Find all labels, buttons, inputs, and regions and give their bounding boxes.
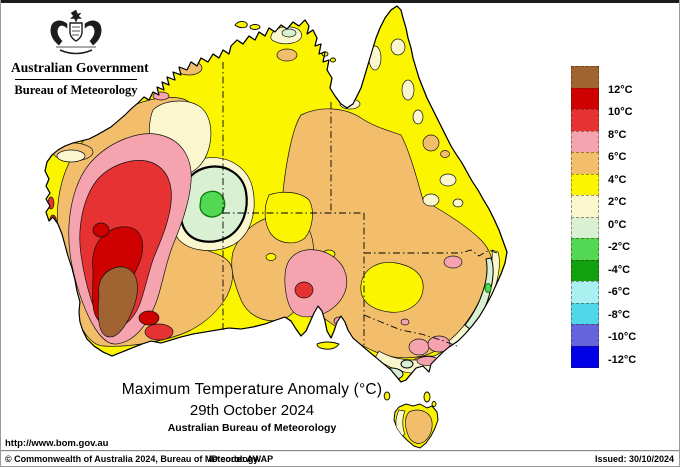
region-pink-sa — [284, 249, 348, 318]
map-date: 29th October 2024 — [189, 402, 315, 419]
bom-url[interactable]: http://www.bom.gov.au — [5, 438, 109, 449]
region-orange-qld-coast2 — [440, 150, 450, 158]
king-island — [383, 391, 391, 401]
legend-label: 2°C — [608, 196, 627, 208]
legend-swatch — [571, 195, 599, 218]
issued-text: Issued: 30/10/2024 — [594, 454, 674, 464]
coat-of-arms — [50, 9, 102, 55]
region-green-wa-core — [199, 190, 226, 218]
crest-scroll — [59, 49, 93, 55]
legend-label: -2°C — [608, 241, 631, 253]
anomaly-regions — [47, 26, 500, 444]
header-crest-block: Australian Government Bureau of Meteorol… — [11, 6, 149, 98]
legend-swatch — [571, 152, 599, 175]
region-yellow-sa-spot2 — [265, 253, 277, 261]
legend-label: -4°C — [608, 263, 631, 276]
legend-label: -10°C — [608, 331, 637, 343]
region-mint-topend — [281, 28, 297, 38]
region-green-nsw-dot — [484, 283, 492, 293]
crest-star — [69, 9, 83, 23]
legend-label: 8°C — [608, 128, 627, 141]
region-orange-tasmania — [405, 409, 433, 444]
cape-barren-island — [431, 401, 437, 407]
region-darkred-dot — [92, 222, 110, 238]
sir-edward-pellew-island — [330, 57, 336, 63]
region-mint-vic2 — [400, 359, 414, 369]
legend-label: 0°C — [608, 218, 627, 231]
region-yellow-nt-wedge — [264, 191, 313, 244]
legend-label: 6°C — [608, 151, 627, 163]
region-darkred-esperance — [138, 310, 160, 326]
bathurst-island — [249, 24, 261, 30]
region-cream-qld6 — [452, 198, 464, 208]
region-cream-qld5 — [422, 193, 440, 207]
copyright-text: © Commonwealth of Australia 2024, Bureau… — [5, 454, 259, 464]
legend-swatch — [571, 216, 599, 239]
legend-swatch — [571, 109, 599, 132]
legend-swatch — [571, 345, 599, 368]
legend-label: 12°C — [608, 83, 633, 96]
legend-label: 10°C — [608, 106, 633, 118]
region-mint-nsw-coast — [464, 257, 494, 331]
crest-shield — [69, 22, 83, 42]
id-code-text: ID code: AWAP — [209, 454, 274, 464]
region-orange-topend — [276, 48, 298, 62]
legend-label: -12°C — [608, 353, 637, 366]
region-pink-nsw2 — [427, 335, 451, 353]
region-pink-vic-melb — [416, 356, 440, 366]
region-brown-southwest — [97, 266, 138, 338]
legend-swatch — [571, 324, 599, 347]
gov-label: Australian Government — [11, 60, 149, 75]
region-cream-qld2 — [401, 79, 415, 101]
coastline — [44, 5, 508, 383]
region-pink-nsw1 — [408, 338, 430, 356]
legend-swatch — [571, 130, 599, 153]
region-yellow-nsw-hole — [360, 262, 424, 313]
region-orange-east — [281, 108, 494, 359]
region-pink-nsw3 — [443, 255, 463, 269]
legend-swatch — [571, 66, 599, 89]
legend-swatch — [571, 302, 599, 325]
legend-label: -8°C — [608, 308, 631, 321]
region-cream-qld3 — [412, 109, 424, 125]
top-border-bar — [1, 0, 679, 3]
crest-divider — [15, 79, 137, 80]
melville-island — [234, 20, 248, 29]
crest-kangaroo — [50, 20, 68, 46]
bureau-label: Bureau of Meteorology — [14, 83, 138, 97]
legend-label: 4°C — [608, 173, 627, 186]
region-cream-qld1 — [390, 38, 406, 56]
footer-divider — [1, 450, 679, 451]
legend-swatch — [571, 87, 599, 110]
flinders-island — [423, 391, 431, 403]
region-red-south-coast — [144, 323, 174, 341]
legend-label: -6°C — [608, 286, 631, 298]
title-block: Maximum Temperature Anomaly (°C) 29th Oc… — [61, 381, 443, 434]
legend-swatch — [571, 281, 599, 304]
legend-swatch — [571, 238, 599, 261]
map-title: Maximum Temperature Anomaly (°C) — [121, 381, 383, 398]
crest-emu — [84, 20, 102, 46]
region-cream-qld4 — [439, 173, 457, 187]
region-cream-gulf — [339, 98, 361, 110]
region-cream-capeyork-west — [368, 45, 382, 71]
region-red-sharkbay1 — [48, 214, 58, 236]
border-qld-nsw — [364, 249, 500, 257]
map-org: Australian Bureau of Meteorology — [167, 422, 337, 434]
state-borders — [222, 62, 500, 347]
legend-swatch — [571, 173, 599, 196]
legend: 12°C 10°C 8°C 6°C 4°C 2°C 0°C -2°C -4°C -6°C -8°C -… — [571, 66, 679, 368]
region-cream-pilbara-coast — [56, 149, 86, 163]
region-orange-qld-coast1 — [422, 134, 440, 152]
region-pink-nsw4 — [400, 318, 410, 326]
legend-swatch — [571, 259, 599, 282]
kangaroo-island — [316, 341, 340, 350]
border-nsw-vic — [363, 314, 458, 347]
region-red-sa-core — [294, 281, 314, 299]
